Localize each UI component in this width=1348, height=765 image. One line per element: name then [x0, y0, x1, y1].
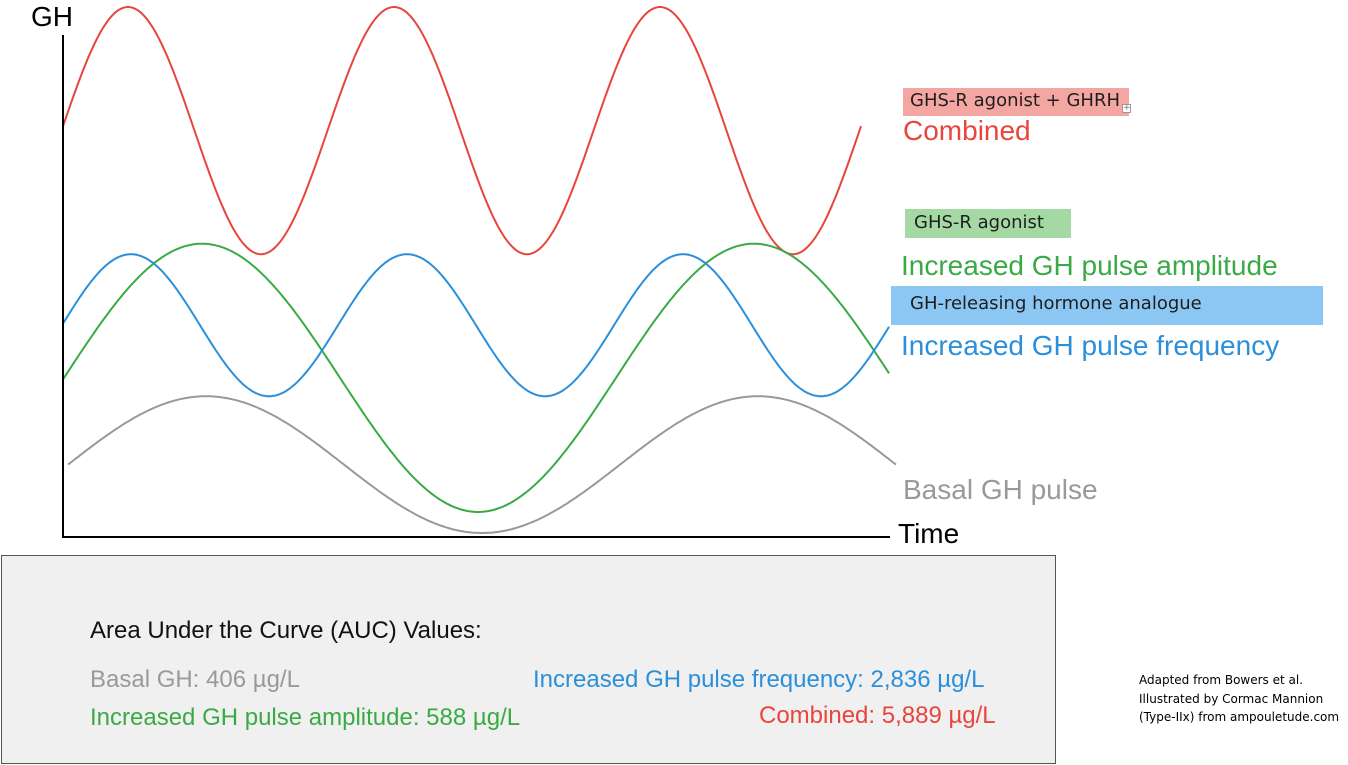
auc-amplitude: Increased GH pulse amplitude: 588 µg/L [90, 704, 521, 731]
credit-line-3: (Type-IIx) from ampouletude.com [1139, 710, 1340, 724]
combined-label: Combined [903, 115, 1031, 146]
credit-line-1: Adapted from Bowers et al. [1139, 673, 1304, 687]
auc-panel: Area Under the Curve (AUC) Values: Basal… [1, 555, 1056, 764]
series-basal-line [67, 395, 897, 534]
auc-combined: Combined: 5,889 µg/L [759, 702, 996, 729]
ghrh-tag: GH-releasing hormone analogue [891, 286, 1323, 325]
series-agonist-line [62, 242, 890, 513]
credit-line-2: Illustrated by Cormac Mannion [1139, 692, 1324, 706]
auc-frequency: Increased GH pulse frequency: 2,836 µg/L [533, 666, 985, 693]
auc-title: Area Under the Curve (AUC) Values: [90, 617, 482, 644]
series-combined-line [62, 6, 862, 256]
amplitude-label: Increased GH pulse amplitude [901, 250, 1278, 281]
auc-basal: Basal GH: 406 µg/L [90, 666, 300, 693]
series-frequency-line [62, 253, 890, 398]
combined-tag: GHS-R agonist + GHRH [903, 88, 1129, 116]
x-axis-label: Time [898, 518, 960, 549]
resize-handle-icon: + [1122, 103, 1131, 113]
basal-label: Basal GH pulse [903, 474, 1098, 505]
agonist-tag: GHS-R agonist [905, 209, 1071, 238]
chart-curves [62, 6, 897, 534]
y-axis-label: GH [31, 1, 73, 32]
frequency-label: Increased GH pulse frequency [901, 330, 1280, 361]
